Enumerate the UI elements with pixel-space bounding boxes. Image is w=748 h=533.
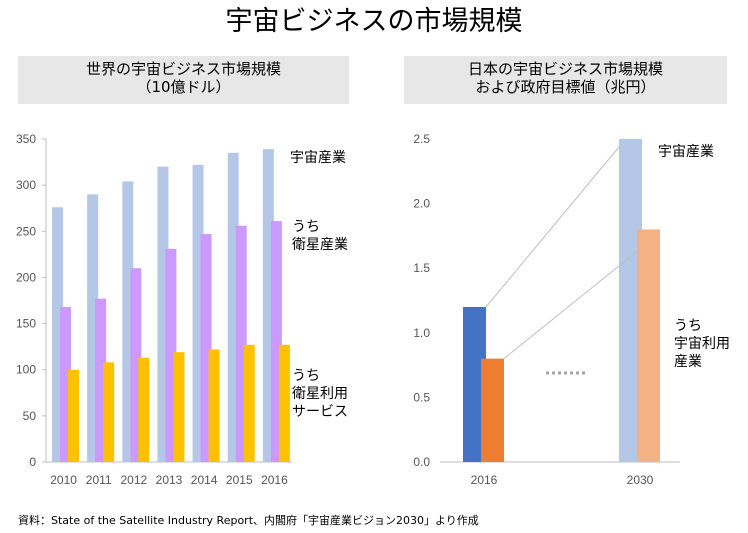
japan-y-tick-label: 1.0 [413, 326, 430, 340]
world-chart-title: 世界の宇宙ビジネス市場規模 （10億ドル） [18, 56, 349, 104]
japan-bar [619, 139, 642, 462]
world-x-tick-label: 2011 [86, 473, 112, 487]
japan-x-tick-label: 2016 [471, 473, 498, 487]
world-y-tick-label: 100 [16, 363, 36, 377]
world-label-satellite-industry: 衛星産業 [292, 237, 348, 253]
world-bar [165, 248, 177, 462]
world-y-tick-label: 250 [16, 224, 36, 238]
world-label-satellite-industry: うち [292, 219, 320, 235]
world-x-tick-label: 2014 [191, 473, 218, 487]
japan-connector-line [503, 251, 638, 360]
world-x-tick-label: 2015 [226, 473, 253, 487]
world-bar [262, 149, 274, 462]
japan-chart-title-line1: 日本の宇宙ビジネス市場規模 [467, 60, 663, 78]
source-footnote: 資料：State of the Satellite Industry Repor… [18, 514, 479, 527]
japan-x-tick-label: 2030 [627, 473, 654, 487]
japan-label-space-usage-industry: 宇宙利用 [674, 336, 730, 352]
world-y-tick-label: 50 [23, 409, 37, 423]
world-bar [200, 234, 212, 462]
japan-y-tick-label: 2.5 [413, 132, 430, 146]
world-x-tick-label: 2012 [121, 473, 148, 487]
world-bar [270, 221, 282, 462]
world-chart-title-line1: 世界の宇宙ビジネス市場規模 [85, 60, 281, 78]
japan-chart-title-line2: および政府目標値（兆円） [475, 78, 656, 96]
japan-chart-title: 日本の宇宙ビジネス市場規模 および政府目標値（兆円） [404, 56, 727, 104]
world-bar [235, 225, 247, 462]
world-bar [278, 344, 290, 462]
world-x-tick-label: 2010 [50, 473, 77, 487]
japan-bar [481, 358, 504, 462]
world-x-tick-label: 2013 [156, 473, 183, 487]
japan-label-space-usage-industry: うち [674, 318, 702, 334]
japan-y-tick-label: 0.5 [413, 390, 430, 404]
world-bar [243, 344, 255, 462]
world-y-tick-label: 350 [16, 132, 36, 146]
japan-y-tick-label: 1.5 [413, 261, 430, 275]
world-y-tick-label: 150 [16, 317, 36, 331]
world-bar [208, 349, 220, 462]
world-bar [87, 194, 99, 462]
world-bar [95, 298, 107, 462]
world-x-tick-label: 2016 [261, 473, 288, 487]
page-title: 宇宙ビジネスの市場規模 [225, 6, 523, 37]
world-y-tick-label: 200 [16, 270, 36, 284]
world-bar [227, 152, 239, 463]
world-bar [157, 166, 169, 462]
japan-label-space-usage-industry: 産業 [674, 354, 702, 370]
japan-label-space-industry: 宇宙産業 [658, 144, 714, 160]
japan-y-tick-label: 2.0 [413, 197, 430, 211]
world-bar [138, 357, 150, 462]
world-y-tick-label: 300 [16, 178, 36, 192]
world-bar [60, 306, 71, 462]
japan-connector-line [485, 146, 620, 308]
world-bar [52, 207, 63, 462]
world-label-satellite-services: サービス [292, 404, 348, 420]
world-bar [192, 164, 204, 462]
world-bar [103, 362, 115, 462]
world-label-space-industry: 宇宙産業 [290, 150, 346, 166]
world-label-satellite-services: 衛星利用 [292, 386, 348, 402]
world-label-satellite-services: うち [292, 368, 320, 384]
world-bar [130, 268, 142, 462]
world-bar [122, 181, 134, 463]
world-chart-title-line2: （10億ドル） [136, 78, 231, 96]
japan-bar [463, 306, 486, 462]
world-bar [173, 352, 185, 462]
world-y-tick-label: 0 [29, 455, 36, 469]
world-bar [68, 369, 79, 462]
japan-y-tick-label: 0.0 [413, 455, 430, 469]
japan-bar [637, 229, 660, 462]
